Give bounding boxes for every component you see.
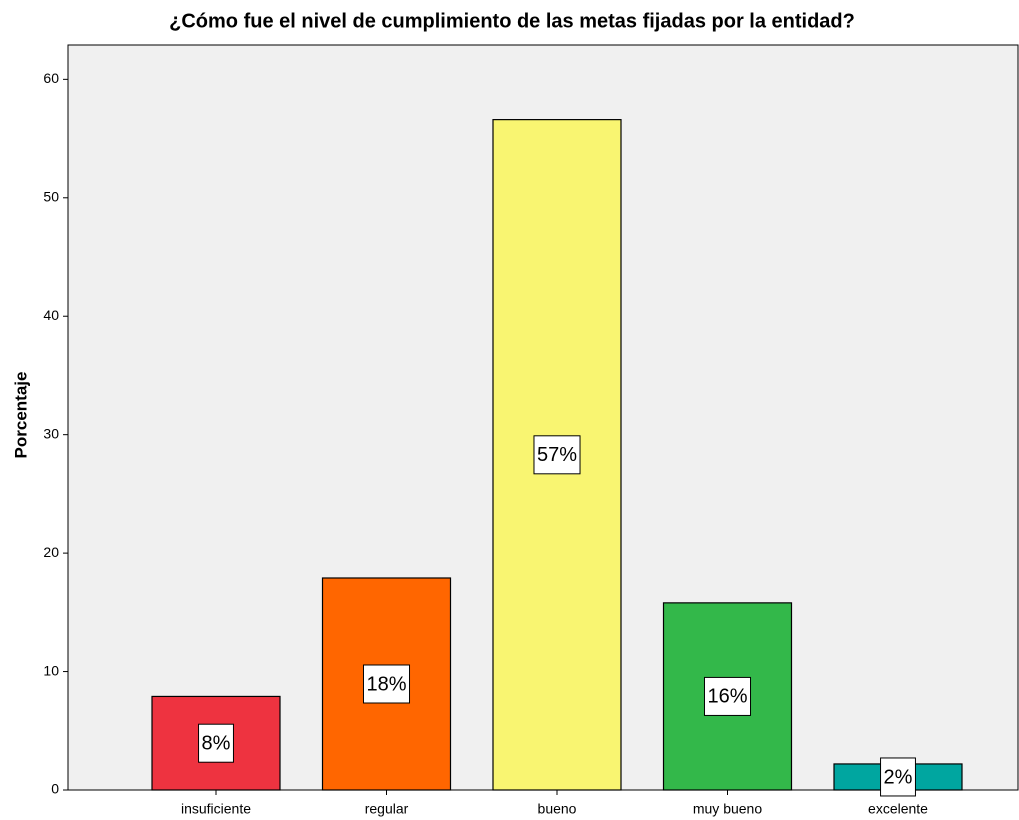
y-tick-label: 10 bbox=[43, 662, 59, 678]
value-label: 8% bbox=[202, 732, 231, 754]
x-tick-label: muy bueno bbox=[693, 801, 762, 817]
value-label-box bbox=[362, 664, 411, 704]
value-label-box bbox=[880, 757, 916, 797]
value-label: 16% bbox=[707, 686, 747, 708]
x-tick-label: bueno bbox=[538, 801, 577, 817]
y-tick-label: 30 bbox=[43, 425, 59, 441]
y-axis-label: Porcentaje bbox=[11, 372, 30, 459]
value-label-box bbox=[198, 723, 234, 763]
y-tick-label: 50 bbox=[43, 188, 59, 204]
value-label: 57% bbox=[537, 444, 577, 466]
y-tick-label: 60 bbox=[43, 70, 59, 86]
value-label-box bbox=[533, 435, 581, 475]
y-tick-label: 0 bbox=[51, 781, 59, 797]
chart-title: ¿Cómo fue el nivel de cumplimiento de la… bbox=[169, 10, 855, 32]
value-label: 18% bbox=[366, 673, 406, 695]
value-label: 2% bbox=[884, 766, 913, 788]
value-label-box bbox=[703, 676, 752, 716]
x-tick-label: regular bbox=[365, 801, 409, 817]
y-tick-label: 20 bbox=[43, 544, 59, 560]
y-tick-label: 40 bbox=[43, 307, 59, 323]
x-tick-label: insuficiente bbox=[181, 801, 251, 817]
x-tick-label: excelente bbox=[868, 801, 928, 817]
